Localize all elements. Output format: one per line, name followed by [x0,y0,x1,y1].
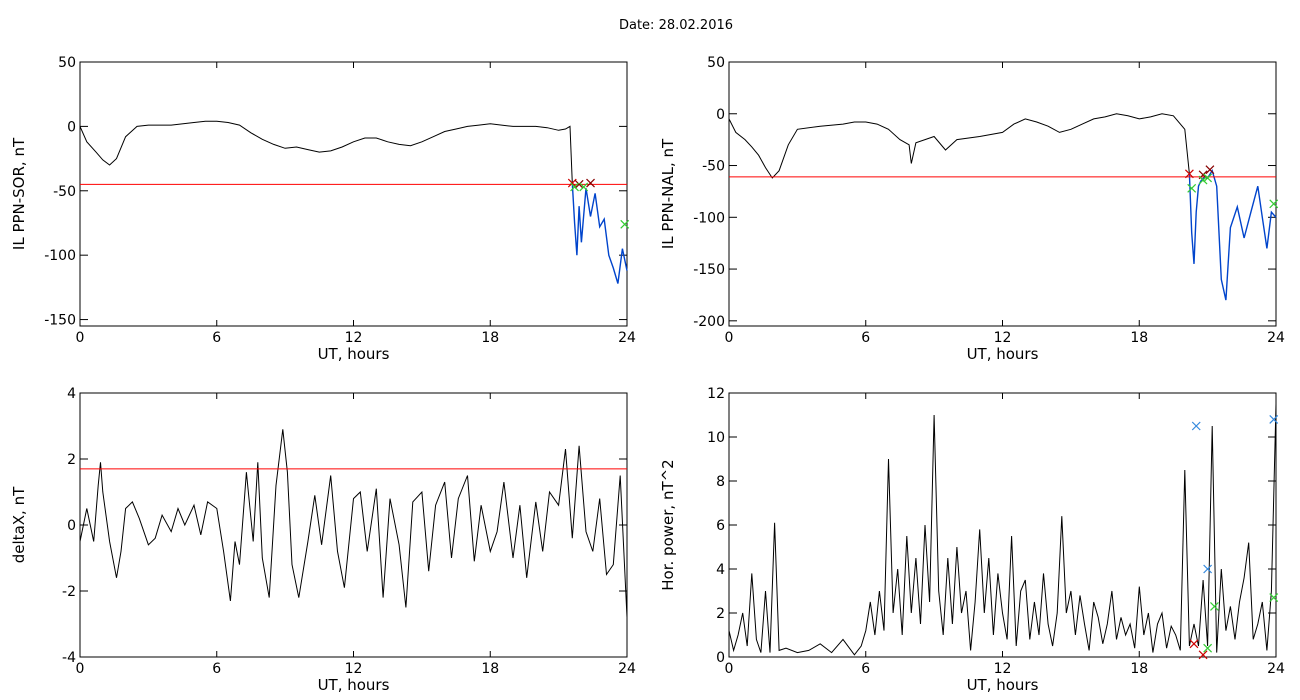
p1-series-line-1 [571,183,628,284]
p3-x-axis-label: UT, hours [318,676,390,694]
p3-xtick-label: 6 [212,661,221,677]
p1-marker [574,179,584,189]
p1-ytick-label: -150 [44,313,76,329]
p2-marker [1205,165,1215,175]
p2-y-axis-label: IL PPN-NAL, nT [659,138,677,249]
p4-marker [1191,421,1201,431]
p3-y-axis-label: deltaX, nT [10,486,28,563]
p1-xtick-label: 6 [212,330,221,346]
p3-ytick-label: 2 [67,452,76,468]
p3-ytick-label: 4 [67,386,76,402]
p2-marker [1269,199,1279,209]
p1-x-axis-label: UT, hours [318,345,390,363]
p4-xtick-label: 24 [1267,661,1285,677]
p4-ytick-label: 8 [716,474,725,490]
p4-marker [1269,414,1279,424]
p2-ytick-label: -100 [693,210,725,226]
p4-marker [1210,601,1219,611]
p1-marker [567,178,577,188]
p3-ytick-label: -2 [62,584,76,600]
p4-ytick-label: 4 [716,562,725,578]
p1-ytick-label: -100 [44,248,76,264]
p1-marker [586,178,595,188]
p2-marker [1187,183,1197,193]
p3-xtick-label: 24 [618,661,636,677]
p2-marker [1203,173,1213,183]
p1-xtick-label: 24 [618,330,636,346]
p1-ytick-label: 50 [58,55,76,71]
p4-marker [1203,564,1213,574]
p1-y-axis-label: IL PPN-SOR, nT [10,137,28,250]
p4-marker [1269,593,1279,603]
p1-marker [570,182,580,192]
p1-ytick-label: -50 [53,184,76,200]
p4-marker [1189,639,1199,649]
p2-xtick-label: 0 [725,330,734,346]
p2-xtick-label: 6 [861,330,870,346]
p2-ytick-label: -200 [693,314,725,330]
p4-marker [1203,643,1213,653]
p2-x-axis-label: UT, hours [967,345,1039,363]
p2-ytick-label: 0 [716,107,725,123]
p3-plot-frame [79,392,628,658]
p4-xtick-label: 12 [994,661,1012,677]
p4-ytick-label: 2 [716,606,725,622]
p3-xtick-label: 18 [481,661,499,677]
p4-ytick-label: 6 [716,518,725,534]
p4-x-axis-label: UT, hours [967,676,1039,694]
p2-plot-frame [728,61,1277,327]
p4-ytick-label: 12 [707,386,725,402]
p1-ytick-label: 0 [67,119,76,135]
page-title: Date: 28.02.2016 [618,18,734,33]
p4-xtick-label: 6 [861,661,870,677]
p1-xtick-label: 0 [76,330,85,346]
p1-plot-frame [79,61,628,327]
p2-xtick-label: 24 [1267,330,1285,346]
p4-ytick-label: 10 [707,430,725,446]
p3-ytick-label: 0 [67,518,76,534]
p3-series-line-0 [79,429,628,618]
p2-ytick-label: 50 [707,55,725,71]
p3-ytick-label: -4 [62,650,76,666]
p4-series-line-0 [728,403,1277,656]
p4-marker [1198,650,1208,660]
p2-ytick-label: -50 [702,159,725,175]
p2-series-line-1 [1188,169,1277,301]
p3-xtick-label: 0 [76,661,85,677]
p4-y-axis-label: Hor. power, nT^2 [659,459,677,590]
p1-marker [620,219,630,229]
p4-plot-frame [728,392,1277,658]
p4-xtick-label: 18 [1130,661,1148,677]
p2-marker [1184,169,1194,179]
p1-series-line-0 [79,120,573,184]
p1-xtick-label: 12 [345,330,363,346]
p1-marker [579,182,589,192]
p4-ytick-label: 0 [716,650,725,666]
p2-xtick-label: 12 [994,330,1012,346]
p2-series-line-0 [728,113,1190,179]
p2-ytick-label: -150 [693,262,725,278]
p4-xtick-label: 0 [725,661,734,677]
p1-xtick-label: 18 [481,330,499,346]
p3-xtick-label: 12 [345,661,363,677]
p2-marker [1198,175,1208,185]
p2-xtick-label: 18 [1130,330,1148,346]
